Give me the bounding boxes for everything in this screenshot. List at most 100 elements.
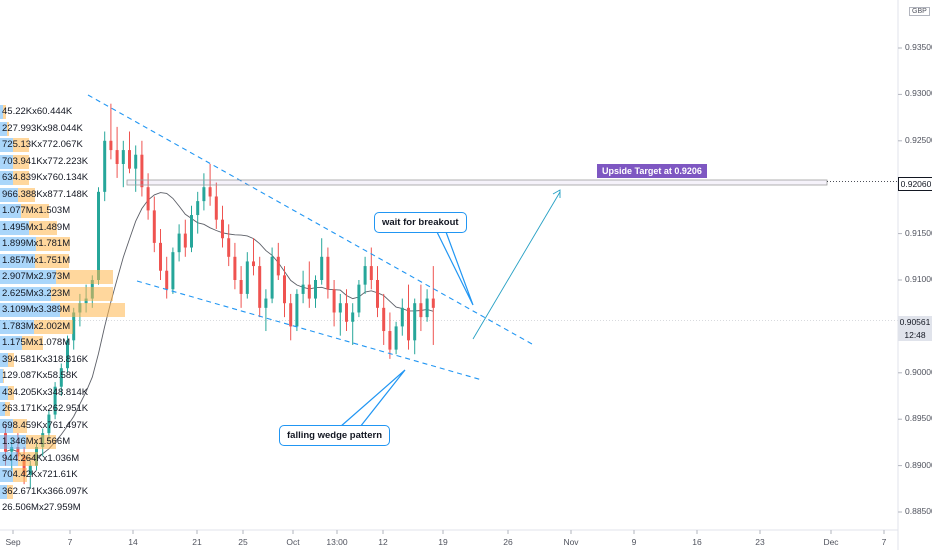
date-tick-label: 14 [128, 537, 138, 547]
candle-body [264, 298, 268, 308]
current-time-badge: 12:48 [898, 329, 932, 341]
volume-profile-label: 966.388Kx877.148K [2, 188, 89, 200]
date-tick-label: 16 [692, 537, 702, 547]
candle-body [276, 256, 280, 276]
volume-profile-label: 725.13Kx772.067K [2, 139, 83, 150]
volume-profile-label: 1.899Mx1.781M [2, 238, 71, 249]
candle-body [239, 280, 243, 294]
volume-profile-label: 3.109Mx3.389M [2, 304, 71, 315]
volume-sell-bar [2, 369, 4, 383]
candle-body [202, 187, 206, 202]
volume-profile-label: 1.783Mx2.002M [2, 320, 71, 332]
volume-buy-bar [0, 237, 37, 251]
volume-profile-label: 227.993Kx98.044K [2, 122, 83, 134]
volume-profile-label: 944.264Kx1.036M [2, 452, 80, 464]
candle-body [165, 270, 169, 290]
candle-body [109, 140, 113, 151]
candle-body [413, 303, 417, 341]
volume-buy-bar [0, 286, 51, 301]
candle-body [84, 298, 88, 304]
candle-body [159, 242, 162, 271]
candle-body [53, 386, 57, 415]
volume-profile-label: 1.175Mx1.078M [2, 337, 71, 348]
candle-body [128, 150, 131, 169]
volume-sell-bar [6, 484, 13, 499]
candle-body [332, 289, 336, 313]
wedge-callout-pointer [339, 369, 406, 428]
volume-sell-bar [13, 171, 29, 185]
volume-buy-bar [0, 220, 29, 235]
date-tick-label: 13:00 [326, 537, 348, 547]
volume-buy-bar [0, 187, 19, 202]
volume-profile-label: 394.581Kx318.816K [2, 353, 89, 365]
volume-profile-label: 362.671Kx366.097K [2, 485, 89, 497]
volume-sell-bar [59, 303, 125, 317]
volume-buy-bar [0, 154, 13, 169]
callout-falling-wedge[interactable]: falling wedge pattern [279, 425, 391, 446]
candle-body [208, 187, 212, 197]
candle-body [376, 280, 379, 308]
volume-profile-label: 1.346Mx1.566M [2, 436, 71, 447]
volume-sell-bar [18, 187, 36, 202]
volume-sell-bar [13, 138, 29, 152]
candle-body [394, 326, 398, 350]
volume-buy-bar [0, 270, 56, 284]
callout-wait-for-breakout[interactable]: wait for breakout [374, 212, 467, 233]
volume-profile-label: 1.857Mx1.751M [2, 254, 71, 266]
volume-buy-bar [0, 253, 36, 268]
volume-profile-label: 26.506Mx27.959M [2, 502, 81, 513]
volume-profile-label: 434.205Kx348.814K [2, 386, 89, 398]
candle-body [388, 331, 392, 350]
volume-profile-label: 2.907Mx2.973M [2, 271, 71, 282]
candle-body [419, 303, 423, 318]
volume-buy-bar [0, 402, 6, 416]
candle-body [152, 210, 156, 243]
lower-trendline [136, 280, 483, 381]
volume-profile-label: 703.941Kx772.223K [2, 155, 89, 167]
volume-buy-bar [0, 484, 7, 499]
volume-buy-bar [0, 369, 3, 383]
candle-body [72, 312, 76, 341]
candle-body [196, 201, 200, 216]
date-tick-label: Dec [823, 537, 839, 547]
candle-body [121, 150, 125, 164]
volume-buy-bar [0, 319, 34, 334]
candle-body [245, 261, 249, 294]
volume-sell-bar [18, 451, 38, 466]
volume-sell-bar [13, 154, 29, 169]
candle-body [190, 215, 193, 248]
candle-body [301, 284, 305, 294]
candle-body [252, 261, 255, 267]
projection-arrow-line [472, 191, 561, 340]
moving-average-line [5, 192, 434, 460]
volume-buy-bar [0, 336, 23, 350]
candle-body [363, 266, 367, 285]
volume-buy-bar [0, 138, 13, 152]
date-tick-label: 26 [503, 537, 513, 547]
volume-buy-bar [0, 385, 8, 400]
candle-body [357, 284, 361, 313]
candle-body [289, 303, 293, 327]
date-tick-label: 23 [755, 537, 765, 547]
candle-body [431, 298, 435, 308]
candle-body [10, 447, 14, 452]
target-price-badge: 0.92060 [898, 177, 932, 191]
candle-body [134, 154, 138, 169]
candle-body [400, 307, 404, 327]
date-tick-label: 7 [881, 537, 887, 547]
candles-layer [4, 103, 435, 489]
volume-buy-bar [0, 105, 3, 119]
candle-body [233, 256, 237, 280]
volume-sell-bar [2, 105, 7, 119]
upside-target-label[interactable]: Upside Target at 0.9206 [597, 164, 707, 178]
candle-body [307, 284, 311, 299]
volume-sell-bar [33, 319, 73, 334]
volume-buy-bar [0, 121, 7, 136]
breakout-callout-pointer [436, 231, 474, 306]
volume-sell-bar [55, 270, 114, 284]
volume-profile-label: 2.625Mx3.223M [2, 287, 71, 299]
volume-sell-bar [13, 468, 28, 482]
